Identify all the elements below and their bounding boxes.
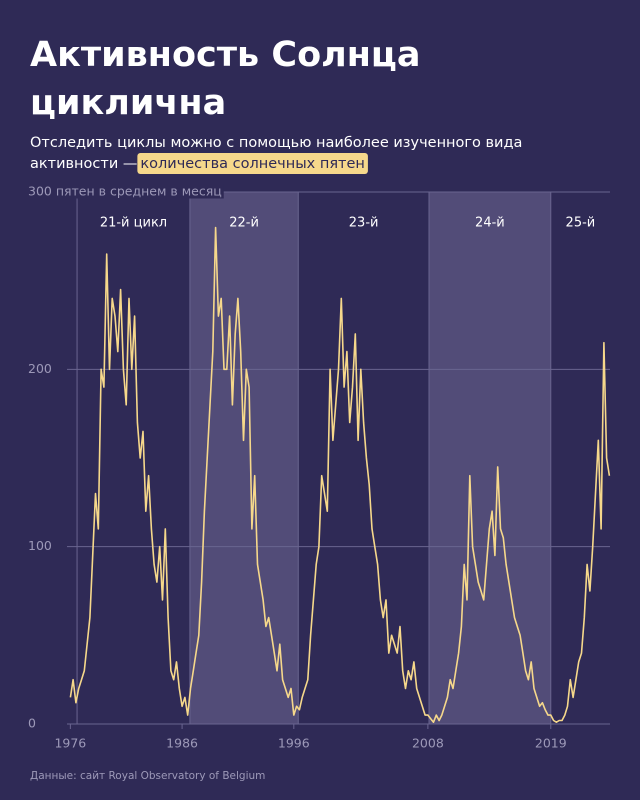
y-tick-label: 200 [28,361,52,376]
cycle-label: 25-й [566,216,596,231]
chart-title: Активность Солнца [30,35,421,75]
x-tick-label: 1976 [54,736,86,751]
x-tick-label: 2019 [535,736,567,751]
subtitle: Отследить циклы можно с помощью наиболее… [30,135,522,151]
y-tick-label: 0 [28,716,36,731]
subtitle: активности — [30,156,137,172]
subtitle-highlight: количества солнечных пятен [140,156,365,172]
cycle-band [429,192,551,724]
y-tick-label: 100 [28,538,52,553]
chart-title: циклична [30,83,226,123]
cycle-label: 23-й [349,216,379,231]
plot: 21-й цикл 22-й 23-й 24-й 25-й 0 100 200 300 пяте… [26,183,611,751]
x-tick-label: 1986 [166,736,198,751]
source: Данные: сайт Royal Observatory of Belgiu… [30,770,265,782]
x-tick-label: 2008 [412,736,444,751]
cycle-label: 22-й [229,216,259,231]
highlight-background [137,153,368,174]
cycle-label: 24-й [475,216,505,231]
cycle-label: 21-й цикл [100,216,167,231]
label-background [26,183,224,199]
cycle-band [189,192,299,724]
x-tick-label: 1996 [278,736,310,751]
line [69,226,611,723]
y-tick-label: 300 пятен в среднем в месяц [28,184,222,199]
